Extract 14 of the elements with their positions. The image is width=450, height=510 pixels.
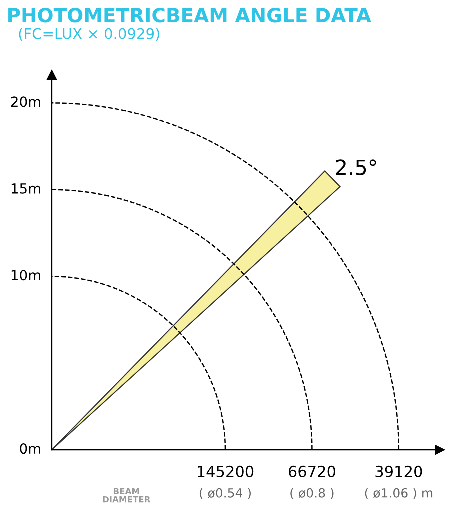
text: 0m (20, 444, 40, 454)
data-label: 66720 (288, 466, 336, 478)
text: ( ø0.8 ) (290, 488, 334, 500)
text: 10m (12, 270, 40, 281)
text: ( ø0.54 ) (200, 488, 251, 500)
data-label: 145200 (198, 466, 254, 478)
text: 2.5° (336, 160, 376, 176)
text: PHOTOMETRICBEAM ANGLE DATA (8, 8, 372, 23)
text: (FC=LUX × 0.0929) (19, 28, 160, 42)
data-label: 39120 (376, 466, 422, 478)
text: BEAM DIAMETER (103, 488, 151, 503)
text: ( ø1.06 ) m (365, 488, 433, 500)
text: 20m (11, 96, 40, 108)
text: 15m (12, 184, 40, 194)
